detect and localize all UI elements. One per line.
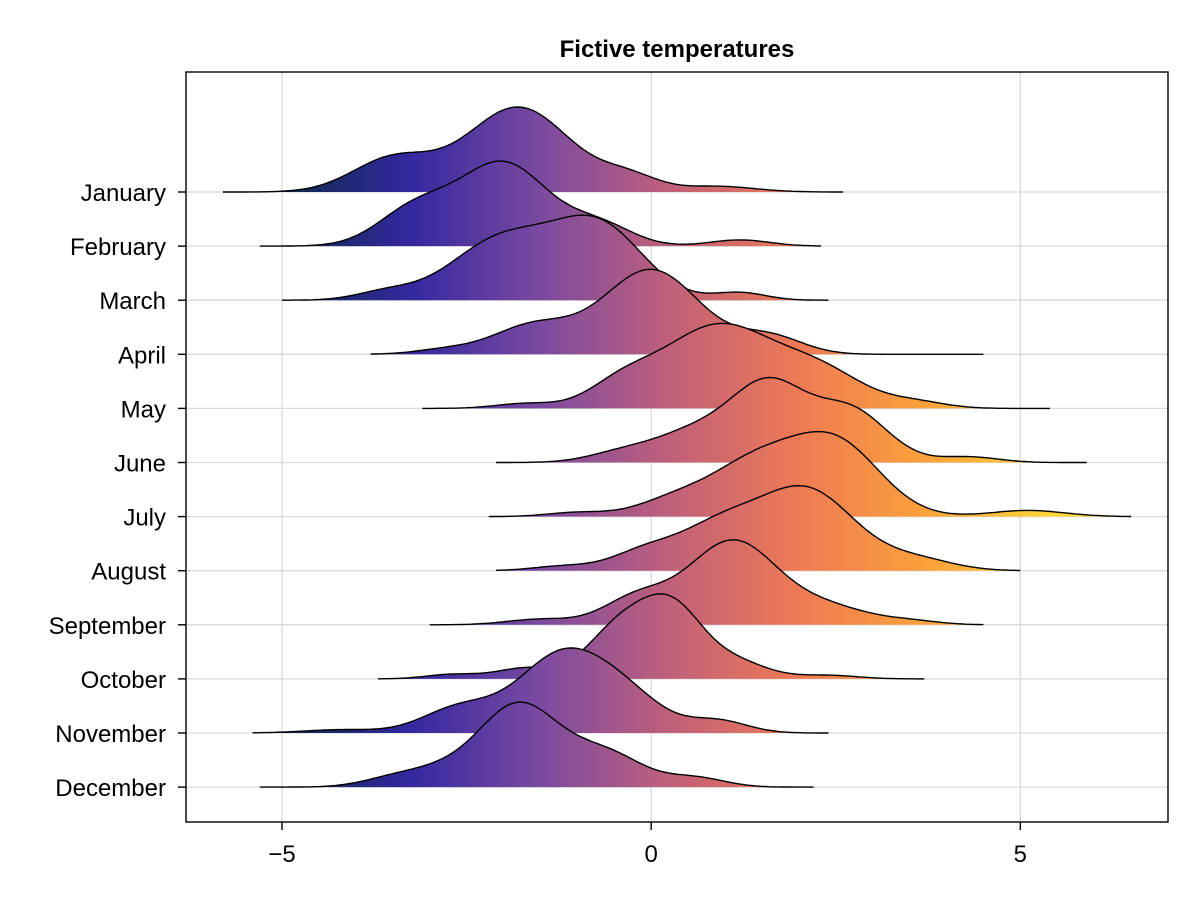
y-tick-label: May xyxy=(121,396,166,423)
axes: −5 0 5 January February March April May June July… xyxy=(49,180,1027,868)
ridge-outline xyxy=(496,484,1021,572)
ridge-outline xyxy=(378,593,925,680)
ridge-july xyxy=(488,430,1132,518)
ridge-outline xyxy=(370,268,984,355)
y-tick-label: November xyxy=(55,721,166,748)
y-tick-label: June xyxy=(114,451,166,478)
ridge-august xyxy=(496,484,1021,572)
ridge-fill xyxy=(222,107,844,192)
ridge-february xyxy=(259,160,822,247)
ridge-outline xyxy=(429,539,984,626)
ridge-fill xyxy=(422,323,1050,409)
ridge-june xyxy=(496,376,1087,464)
ridge-fill xyxy=(282,215,829,301)
ridge-outline xyxy=(496,376,1087,464)
ridge-november xyxy=(252,647,829,734)
ridge-september xyxy=(429,539,984,626)
ridge-april xyxy=(370,268,984,355)
x-tick-label: 5 xyxy=(1014,841,1027,868)
ridge-fill xyxy=(378,593,925,679)
y-tick-label: February xyxy=(70,234,166,261)
ridge-fill xyxy=(259,702,814,788)
chart-title: Fictive temperatures xyxy=(560,36,795,63)
ridge-outline xyxy=(282,214,829,301)
ridge-october xyxy=(378,593,925,680)
y-tick-label: March xyxy=(99,288,166,315)
ridge-march xyxy=(282,214,829,301)
x-tick-label: 0 xyxy=(644,841,657,868)
ridge-outline xyxy=(422,322,1050,410)
ridge-fill xyxy=(259,161,821,247)
ridge-fill xyxy=(429,539,984,625)
ridge-fill xyxy=(488,431,1132,517)
y-tick-label: January xyxy=(81,180,166,207)
ridge-outline xyxy=(252,647,829,734)
ridge-fill xyxy=(370,269,984,355)
ridge-outline xyxy=(488,430,1132,518)
y-tick-label: April xyxy=(118,342,166,369)
y-tick-label: July xyxy=(123,505,166,532)
plot-frame xyxy=(185,71,1169,823)
ridge-outline xyxy=(259,701,814,788)
ridge-december xyxy=(259,701,814,788)
ridges xyxy=(222,106,1132,788)
ridge-fill xyxy=(496,485,1021,571)
ridge-fill xyxy=(496,377,1087,463)
ridge-outline xyxy=(222,106,844,193)
x-tick-label: −5 xyxy=(268,841,295,868)
y-tick-label: December xyxy=(55,775,166,802)
y-tick-label: August xyxy=(91,559,166,586)
ridge-fill xyxy=(252,648,829,733)
y-tick-label: September xyxy=(49,613,166,640)
ridge-january xyxy=(222,106,844,193)
ridge-may xyxy=(422,322,1050,410)
y-tick-label: October xyxy=(81,667,166,694)
ridge-outline xyxy=(259,160,822,247)
